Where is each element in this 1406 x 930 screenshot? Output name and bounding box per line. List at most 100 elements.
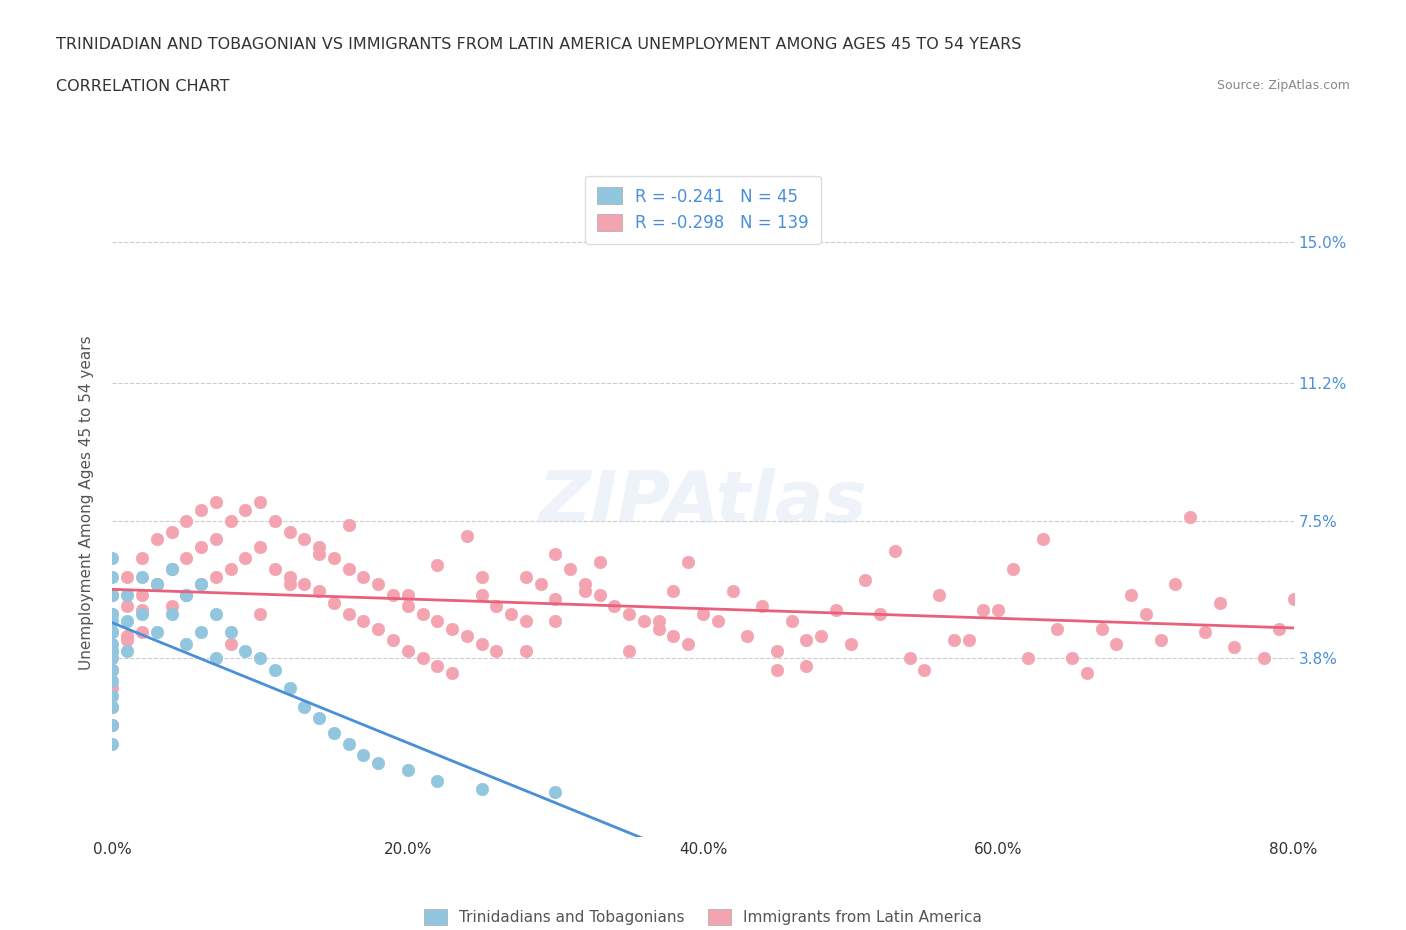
Point xyxy=(1001,562,1024,577)
Point xyxy=(219,625,242,640)
Point xyxy=(898,651,921,666)
Point xyxy=(855,573,877,588)
Point xyxy=(101,569,124,584)
Point xyxy=(264,513,287,528)
Point xyxy=(603,599,626,614)
Point xyxy=(101,588,124,603)
Point xyxy=(839,636,862,651)
Point xyxy=(101,681,124,696)
Point xyxy=(146,577,169,591)
Point xyxy=(957,632,980,647)
Point xyxy=(1223,640,1246,655)
Point xyxy=(146,625,169,640)
Point xyxy=(544,785,567,800)
Point xyxy=(160,562,183,577)
Point xyxy=(101,625,124,640)
Point xyxy=(515,569,537,584)
Point xyxy=(101,662,124,677)
Point xyxy=(1046,621,1069,636)
Point xyxy=(117,599,138,614)
Point xyxy=(174,588,197,603)
Point xyxy=(249,495,271,510)
Point xyxy=(101,662,124,677)
Point xyxy=(308,711,330,725)
Point xyxy=(692,606,714,621)
Point xyxy=(824,603,846,618)
Point xyxy=(751,599,773,614)
Point xyxy=(190,502,212,517)
Text: ZIPAtlas: ZIPAtlas xyxy=(538,468,868,537)
Point xyxy=(117,644,138,658)
Point xyxy=(131,603,153,618)
Point xyxy=(470,569,494,584)
Point xyxy=(1032,532,1054,547)
Point xyxy=(678,636,700,651)
Point xyxy=(308,539,330,554)
Point xyxy=(249,539,271,554)
Point xyxy=(1150,632,1173,647)
Point xyxy=(174,551,197,565)
Point xyxy=(426,558,449,573)
Point xyxy=(515,644,537,658)
Point xyxy=(117,614,138,629)
Point xyxy=(131,588,153,603)
Point xyxy=(308,547,330,562)
Point xyxy=(470,781,494,796)
Point xyxy=(1282,591,1305,606)
Point xyxy=(205,495,228,510)
Point xyxy=(619,644,641,658)
Point xyxy=(101,699,124,714)
Point xyxy=(205,569,228,584)
Text: Source: ZipAtlas.com: Source: ZipAtlas.com xyxy=(1216,79,1350,92)
Point xyxy=(647,614,671,629)
Point xyxy=(117,629,138,644)
Point xyxy=(1091,621,1114,636)
Point xyxy=(529,577,551,591)
Point xyxy=(117,569,138,584)
Point xyxy=(131,625,153,640)
Point xyxy=(780,614,803,629)
Point xyxy=(160,525,183,539)
Point xyxy=(101,718,124,733)
Point xyxy=(396,644,419,658)
Point xyxy=(367,621,389,636)
Text: CORRELATION CHART: CORRELATION CHART xyxy=(56,79,229,94)
Point xyxy=(101,588,124,603)
Point xyxy=(1253,651,1275,666)
Y-axis label: Unemployment Among Ages 45 to 54 years: Unemployment Among Ages 45 to 54 years xyxy=(79,335,94,670)
Point xyxy=(101,651,124,666)
Point xyxy=(987,603,1010,618)
Point xyxy=(117,632,138,647)
Point xyxy=(426,614,449,629)
Point xyxy=(1208,595,1232,610)
Point xyxy=(544,547,567,562)
Point xyxy=(205,606,228,621)
Point xyxy=(796,632,818,647)
Point xyxy=(278,681,301,696)
Legend: Trinidadians and Tobagonians, Immigrants from Latin America: Trinidadians and Tobagonians, Immigrants… xyxy=(413,898,993,930)
Point xyxy=(382,588,405,603)
Point xyxy=(323,725,346,740)
Point xyxy=(1135,606,1157,621)
Point xyxy=(233,644,256,658)
Point xyxy=(558,562,582,577)
Point xyxy=(485,644,508,658)
Point xyxy=(396,588,419,603)
Point xyxy=(633,614,655,629)
Point xyxy=(337,517,360,532)
Point xyxy=(174,588,197,603)
Point xyxy=(160,562,183,577)
Point xyxy=(160,599,183,614)
Point xyxy=(249,606,271,621)
Point xyxy=(367,755,389,770)
Point xyxy=(721,584,744,599)
Point xyxy=(174,636,197,651)
Point xyxy=(101,673,124,688)
Point xyxy=(205,532,228,547)
Point xyxy=(219,513,242,528)
Point xyxy=(337,562,360,577)
Point xyxy=(101,718,124,733)
Point xyxy=(101,551,124,565)
Point xyxy=(1105,636,1128,651)
Point xyxy=(146,532,169,547)
